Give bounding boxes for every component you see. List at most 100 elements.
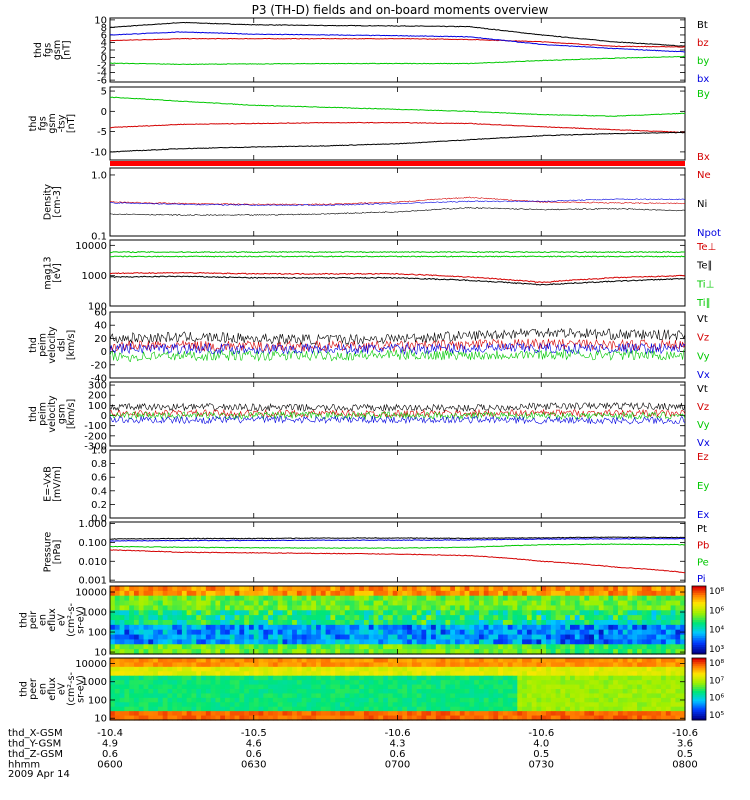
spectrogram-cell xyxy=(502,634,509,641)
spectrogram-cell xyxy=(579,697,585,703)
y-tick-label: 0 xyxy=(101,107,107,118)
spectrogram-cell xyxy=(177,666,183,672)
spectrogram-cell xyxy=(306,680,312,686)
spectrogram-cell xyxy=(186,595,193,602)
spectrogram-cell xyxy=(450,697,456,703)
spectrogram-cell xyxy=(493,610,499,616)
spectrogram-cell xyxy=(229,590,236,597)
spectrogram-cell xyxy=(593,680,600,686)
panel-frame xyxy=(109,381,686,447)
spectrogram-cell xyxy=(268,684,274,690)
spectrogram-cell xyxy=(445,684,451,690)
spectrogram-cell xyxy=(363,644,370,650)
spectrogram-cell xyxy=(157,680,164,686)
spectrogram-cell xyxy=(196,675,202,681)
spectrogram-cell xyxy=(378,680,384,686)
spectrogram-cell xyxy=(579,634,585,641)
spectrogram-cell xyxy=(637,600,643,607)
spectrogram-cell xyxy=(383,600,389,607)
spectrogram-cell xyxy=(316,680,322,686)
spectrogram-cell xyxy=(229,675,236,681)
spectrogram-cell xyxy=(349,666,355,672)
spectrogram-cell xyxy=(110,610,116,616)
spectrogram-cell xyxy=(598,675,605,681)
spectrogram-cell xyxy=(608,658,614,664)
spectrogram-cell xyxy=(517,684,523,690)
spectrogram-cell xyxy=(397,675,403,681)
series-line xyxy=(109,207,686,216)
spectrogram-cell xyxy=(124,684,130,690)
spectrogram-cell xyxy=(143,675,149,681)
spectrogram-cell xyxy=(613,610,619,616)
spectrogram-cell xyxy=(488,675,494,681)
spectrogram-cell xyxy=(469,658,475,664)
spectrogram-cell xyxy=(191,675,197,681)
spectrogram-cell xyxy=(507,586,514,592)
spectrogram-cell xyxy=(641,610,648,616)
spectrogram-cell xyxy=(306,662,312,668)
colorbar-label: 10⁶ xyxy=(709,694,724,704)
colorbar-label: 10⁴ xyxy=(709,626,724,636)
y-axis-label: eV xyxy=(57,613,68,626)
spectrogram-cell xyxy=(421,610,427,616)
spectrogram-cell xyxy=(613,624,619,631)
spectrogram-cell xyxy=(670,624,677,631)
spectrogram-cell xyxy=(387,706,394,712)
spectrogram-cell xyxy=(541,658,547,664)
spectrogram-cell xyxy=(167,600,173,607)
spectrogram-cell xyxy=(397,605,403,611)
spectrogram-cell xyxy=(464,634,470,641)
spectrogram-cell xyxy=(560,590,566,597)
spectrogram-cell xyxy=(354,590,360,597)
spectrogram-cell xyxy=(378,662,384,668)
legend-label: Vx xyxy=(697,370,710,381)
spectrogram-cell xyxy=(680,662,686,668)
spectrogram-cell xyxy=(263,649,269,655)
spectrogram-cell xyxy=(301,711,308,717)
spectrogram-cell xyxy=(392,605,399,611)
spectrogram-cell xyxy=(320,658,327,664)
spectrogram-cell xyxy=(617,634,624,641)
spectrogram-cell xyxy=(435,634,442,641)
spectrogram-cell xyxy=(426,671,432,677)
spectrogram-cell xyxy=(124,629,130,636)
spectrogram-cell xyxy=(162,662,169,668)
spectrogram-cell xyxy=(248,639,255,645)
spectrogram-cell xyxy=(225,639,231,645)
y-tick-label: 4 xyxy=(101,38,107,49)
colorbar-step xyxy=(692,676,706,680)
spectrogram-cell xyxy=(661,711,667,717)
spectrogram-cell xyxy=(579,620,585,626)
spectrogram-cell xyxy=(570,615,576,621)
spectrogram-cell xyxy=(670,644,677,650)
spectrogram-cell xyxy=(138,658,145,664)
spectrogram-cell xyxy=(541,662,547,668)
spectrogram-cell xyxy=(637,711,643,717)
spectrogram-cell xyxy=(651,706,657,712)
spectrogram-cell xyxy=(181,702,188,708)
spectrogram-cell xyxy=(598,706,605,712)
y-tick-label: 1000 xyxy=(82,271,107,282)
spectrogram-cell xyxy=(641,706,648,712)
spectrogram-cell xyxy=(656,658,662,664)
spectrogram-cell xyxy=(162,706,169,712)
spectrogram-cell xyxy=(129,689,135,695)
spectrogram-cell xyxy=(114,610,121,616)
spectrogram-cell xyxy=(598,658,605,664)
spectrogram-cell xyxy=(201,634,207,641)
spectrogram-cell xyxy=(368,702,375,708)
spectrogram-cell xyxy=(522,658,528,664)
spectrogram-cell xyxy=(287,706,293,712)
spectrogram-cell xyxy=(287,702,293,708)
spectrogram-cell xyxy=(181,666,188,672)
spectrogram-cell xyxy=(579,684,585,690)
spectrogram-cell xyxy=(124,644,130,650)
spectrogram-cell xyxy=(593,610,600,616)
spectrogram-cell xyxy=(205,658,212,664)
spectrogram-cell xyxy=(138,624,145,631)
spectrogram-cell xyxy=(603,666,609,672)
spectrogram-cell xyxy=(383,595,389,602)
spectrogram-cell xyxy=(402,666,408,672)
spectrogram-cell xyxy=(311,600,317,607)
spectrogram-cell xyxy=(450,586,456,592)
